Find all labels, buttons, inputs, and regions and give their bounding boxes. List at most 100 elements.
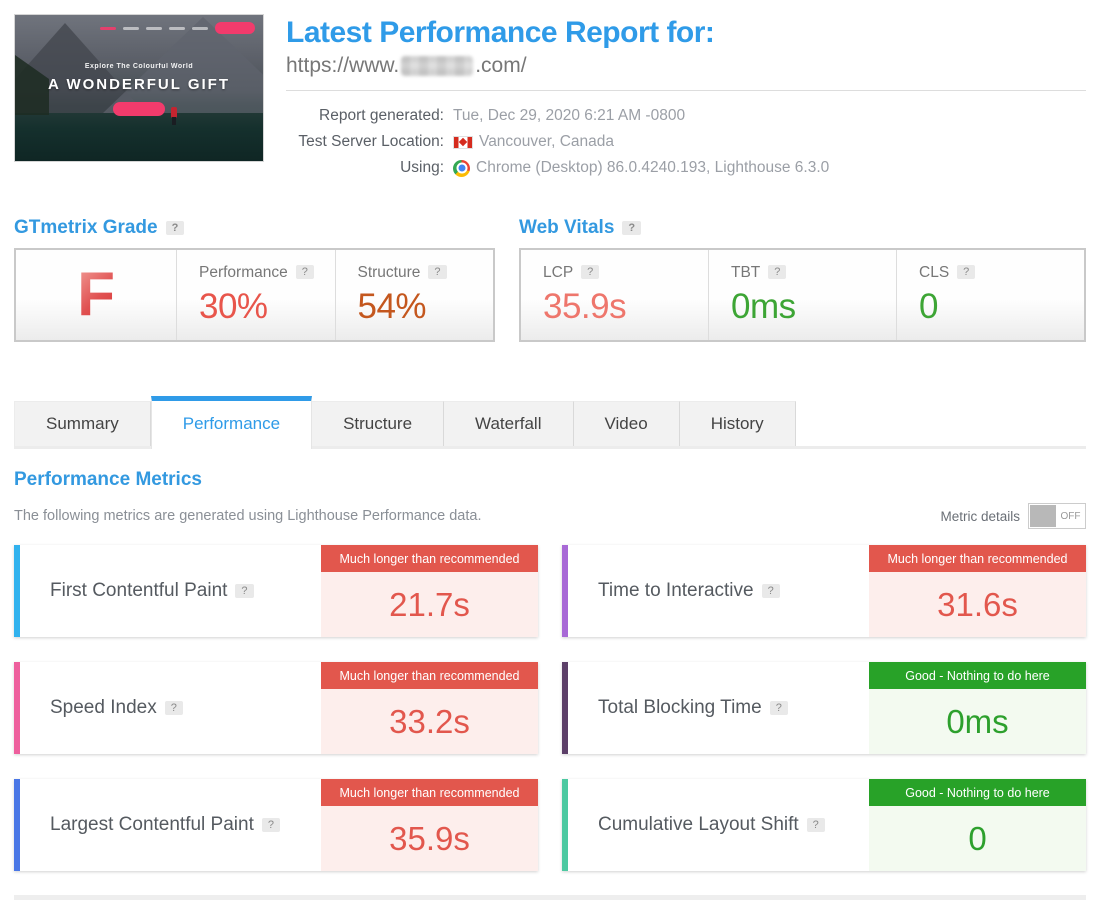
thumbnail-navbar: [100, 22, 255, 34]
help-icon[interactable]: ?: [428, 265, 447, 279]
metric-card-left: Time to Interactive ?: [568, 545, 869, 637]
metric-accent-bar: [562, 779, 568, 871]
performance-score-label: Performance?: [199, 264, 335, 282]
help-icon[interactable]: ?: [235, 584, 254, 598]
url-redacted-blur: [401, 56, 474, 76]
metric-value-area: 21.7s: [321, 572, 538, 637]
structure-score-value: 54%: [357, 287, 427, 326]
lcp-label-text: LCP: [543, 264, 574, 281]
site-thumbnail: Explore The Colourful World A WONDERFUL …: [14, 14, 264, 162]
metric-accent-bar: [562, 545, 568, 637]
metric-status-banner: Good - Nothing to do here: [869, 779, 1086, 806]
structure-score-cell: Structure? 54%: [334, 250, 494, 340]
tab-summary[interactable]: Summary: [14, 401, 151, 446]
report-generated-label: Report generated:: [319, 107, 444, 124]
help-icon[interactable]: ?: [957, 265, 976, 279]
metric-status-banner: Much longer than recommended: [321, 779, 538, 806]
help-icon[interactable]: ?: [295, 265, 314, 279]
metric-value-area: 31.6s: [869, 572, 1086, 637]
structure-score-label: Structure?: [358, 264, 494, 282]
toggle-knob[interactable]: [1030, 505, 1056, 527]
thumbnail-heading: A WONDERFUL GIFT: [48, 76, 230, 93]
grade-letter-cell: F: [16, 250, 176, 340]
web-vitals-title: Web Vitals: [519, 217, 615, 238]
using-label: Using:: [400, 159, 444, 176]
metric-value-area: 0ms: [869, 689, 1086, 754]
metric-card-right: Good - Nothing to do here 0ms: [869, 662, 1086, 754]
grade-letter: F: [77, 260, 115, 329]
report-generated-row: Report generated: Tue, Dec 29, 2020 6:21…: [286, 107, 1086, 125]
web-vitals-heading: Web Vitals?: [519, 217, 1086, 239]
metric-status-banner: Good - Nothing to do here: [869, 662, 1086, 689]
thumbnail-cta-button: [215, 22, 255, 34]
web-vitals-section: Web Vitals? LCP? 35.9s TBT? 0ms CLS? 0: [519, 217, 1086, 342]
lcp-cell: LCP? 35.9s: [521, 250, 708, 340]
page-title: Latest Performance Report for:: [286, 16, 715, 49]
metric-cards-grid: First Contentful Paint ? Much longer tha…: [14, 545, 1086, 871]
chrome-icon: [453, 159, 470, 177]
metric-name: Time to Interactive: [598, 580, 754, 601]
metric-card-right: Much longer than recommended 35.9s: [321, 779, 538, 871]
tbt-label-text: TBT: [731, 264, 761, 281]
url-prefix: https://www.: [286, 54, 400, 77]
help-icon[interactable]: ?: [768, 265, 787, 279]
metric-card-left: Speed Index ?: [20, 662, 321, 754]
metric-card-time-to-interactive: Time to Interactive ? Much longer than r…: [562, 545, 1086, 637]
metric-accent-bar: [562, 662, 568, 754]
help-icon[interactable]: ?: [261, 818, 280, 832]
metric-value: 33.2s: [389, 702, 470, 740]
metric-value: 0: [968, 819, 987, 857]
cls-value: 0: [919, 287, 938, 326]
scores-section: GTmetrix Grade? F Performance? 30% Struc…: [14, 217, 1086, 342]
metric-card-total-blocking-time: Total Blocking Time ? Good - Nothing to …: [562, 662, 1086, 754]
metric-card-right: Much longer than recommended 31.6s: [869, 545, 1086, 637]
tbt-value: 0ms: [731, 287, 796, 326]
metric-details-toggle[interactable]: OFF: [1028, 503, 1086, 529]
report-generated-value: Tue, Dec 29, 2020 6:21 AM -0800: [453, 107, 686, 124]
metric-accent-bar: [14, 662, 20, 754]
metrics-subtitle: The following metrics are generated usin…: [14, 508, 482, 524]
tab-video[interactable]: Video: [573, 401, 680, 446]
metric-details-label: Metric details: [940, 508, 1020, 524]
browser-version: Chrome (Desktop) 86.0.4240.193, Lighthou…: [476, 159, 830, 176]
help-icon[interactable]: ?: [769, 701, 788, 715]
lcp-label: LCP?: [543, 264, 708, 282]
header-divider: [286, 90, 1086, 91]
test-server-location: Vancouver, Canada: [479, 133, 615, 150]
metric-card-left: Largest Contentful Paint ?: [20, 779, 321, 871]
thumbnail-nav-link: [169, 26, 185, 30]
help-icon[interactable]: ?: [581, 265, 600, 279]
tab-performance[interactable]: Performance: [150, 396, 313, 449]
help-icon[interactable]: ?: [761, 584, 780, 598]
cls-label: CLS?: [919, 264, 1084, 282]
metric-accent-bar: [14, 779, 20, 871]
tab-structure[interactable]: Structure: [312, 401, 445, 446]
metric-card-left: First Contentful Paint ?: [20, 545, 321, 637]
performance-metrics-header: Performance Metrics The following metric…: [14, 469, 1086, 529]
metric-name: First Contentful Paint: [50, 580, 228, 601]
web-vitals-box: LCP? 35.9s TBT? 0ms CLS? 0: [519, 248, 1086, 342]
help-icon[interactable]: ?: [622, 221, 642, 235]
help-icon[interactable]: ?: [806, 818, 825, 832]
metric-card-first-contentful-paint: First Contentful Paint ? Much longer tha…: [14, 545, 538, 637]
thumbnail-hero-text: Explore The Colourful World A WONDERFUL …: [15, 63, 263, 116]
metric-value-area: 33.2s: [321, 689, 538, 754]
tab-waterfall[interactable]: Waterfall: [444, 401, 574, 446]
using-row: Using: Chrome (Desktop) 86.0.4240.193, L…: [286, 159, 1086, 177]
performance-label-text: Performance: [199, 264, 288, 281]
metric-status-banner: Much longer than recommended: [321, 662, 538, 689]
metric-card-left: Total Blocking Time ?: [568, 662, 869, 754]
thumbnail-nav-link: [123, 26, 139, 30]
help-icon[interactable]: ?: [165, 221, 185, 235]
metric-status-banner: Much longer than recommended: [869, 545, 1086, 572]
metric-name: Largest Contentful Paint: [50, 814, 254, 835]
thumbnail-nav-link: [192, 26, 208, 30]
metric-value-area: 0: [869, 806, 1086, 871]
using-value: Chrome (Desktop) 86.0.4240.193, Lighthou…: [453, 159, 829, 177]
help-icon[interactable]: ?: [164, 701, 183, 715]
metric-card-left: Cumulative Layout Shift ?: [568, 779, 869, 871]
test-server-value: Vancouver, Canada: [453, 133, 614, 151]
tab-history[interactable]: History: [679, 401, 796, 446]
metric-value: 35.9s: [389, 819, 470, 857]
